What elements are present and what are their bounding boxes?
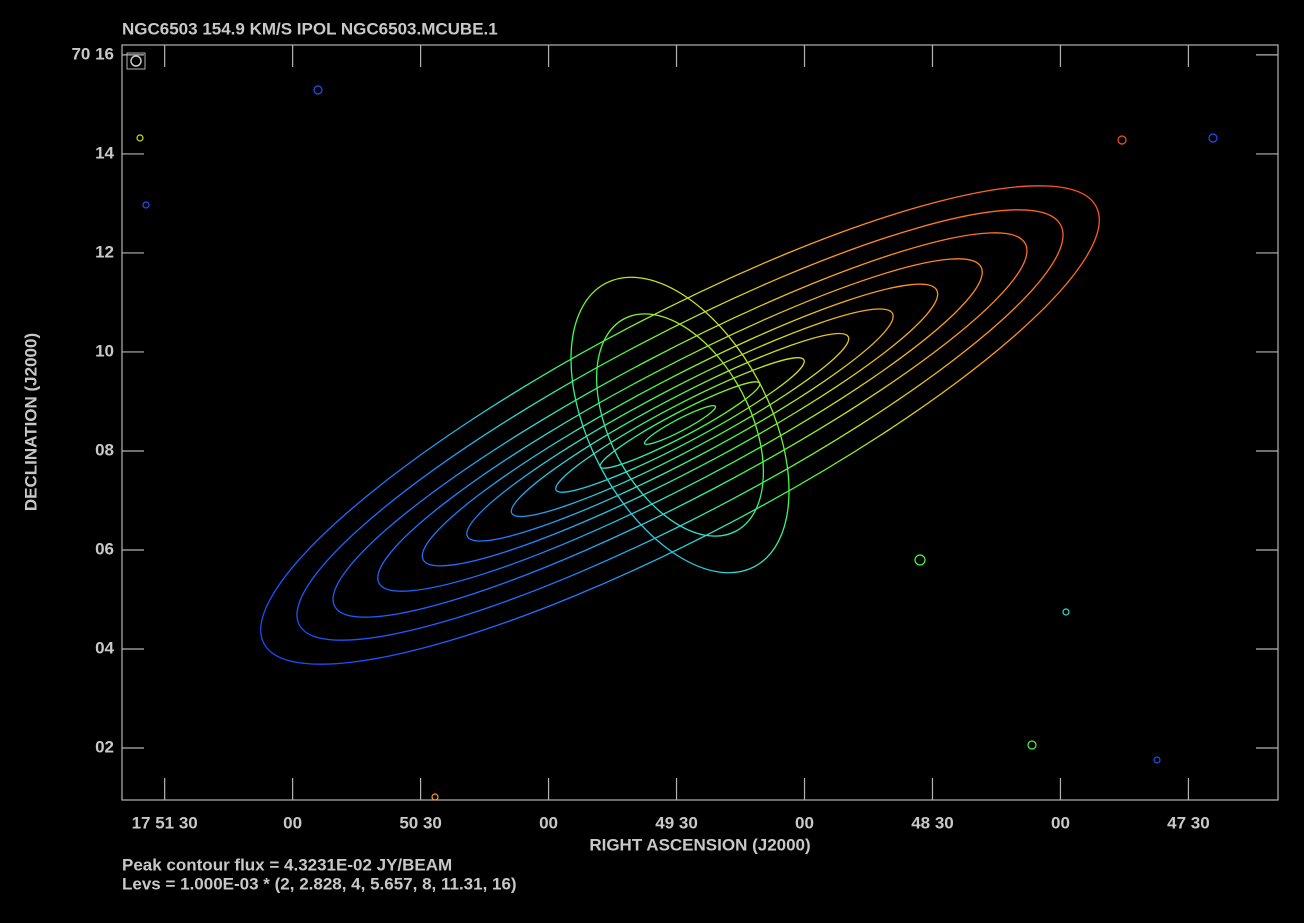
- speck: [1027, 740, 1037, 750]
- contour: [570, 276, 790, 574]
- x-axis-label: RIGHT ASCENSION (J2000): [589, 835, 810, 854]
- x-tick-label: 48 30: [911, 813, 954, 832]
- speck: [1208, 133, 1218, 143]
- noise-specks: [136, 85, 1218, 801]
- y-tick-label: 12: [95, 242, 114, 261]
- contours: [260, 185, 1100, 665]
- y-axis-label: DECLINATION (J2000): [21, 333, 40, 511]
- contour: [510, 332, 850, 518]
- y-tick-label: 10: [95, 341, 114, 360]
- y-tick-label: 70 16: [71, 44, 114, 63]
- contour: [332, 232, 1028, 618]
- speck: [142, 201, 150, 209]
- contour: [643, 405, 717, 445]
- contour: [296, 209, 1064, 641]
- x-tick-label: 49 30: [655, 813, 698, 832]
- contour: [555, 357, 805, 493]
- x-tick-label: 00: [1051, 813, 1070, 832]
- y-tick-label: 04: [95, 638, 114, 657]
- contour: [260, 185, 1100, 665]
- contour: [466, 308, 894, 542]
- x-tick-label: 00: [283, 813, 302, 832]
- x-tick-label: 50 30: [399, 813, 442, 832]
- x-tick-label: 17 51 30: [132, 813, 198, 832]
- beam-box: [126, 52, 146, 70]
- speck: [313, 85, 323, 95]
- x-tick-label: 47 30: [1167, 813, 1210, 832]
- y-tick-label: 02: [95, 738, 114, 757]
- plot-frame: [121, 44, 1279, 801]
- contour: [421, 283, 939, 567]
- y-tick-label: 14: [95, 143, 114, 162]
- contour: [595, 313, 765, 537]
- x-tick-label: 00: [539, 813, 558, 832]
- speck: [136, 134, 144, 142]
- note: Peak contour flux = 4.3231E-02 JY/BEAM: [122, 855, 452, 874]
- speck: [914, 554, 926, 566]
- contour: [377, 258, 983, 592]
- y-tick-label: 08: [95, 440, 114, 459]
- x-tick-label: 00: [795, 813, 814, 832]
- speck: [1153, 756, 1161, 764]
- speck: [1062, 608, 1070, 616]
- speck: [1117, 135, 1127, 145]
- chart-title: NGC6503 154.9 KM/S IPOL NGC6503.MCUBE.1: [122, 19, 498, 38]
- note: Levs = 1.000E-03 * (2, 2.828, 4, 5.657, …: [122, 874, 517, 893]
- y-tick-label: 06: [95, 539, 114, 558]
- beam: [130, 55, 142, 67]
- speck: [431, 793, 439, 801]
